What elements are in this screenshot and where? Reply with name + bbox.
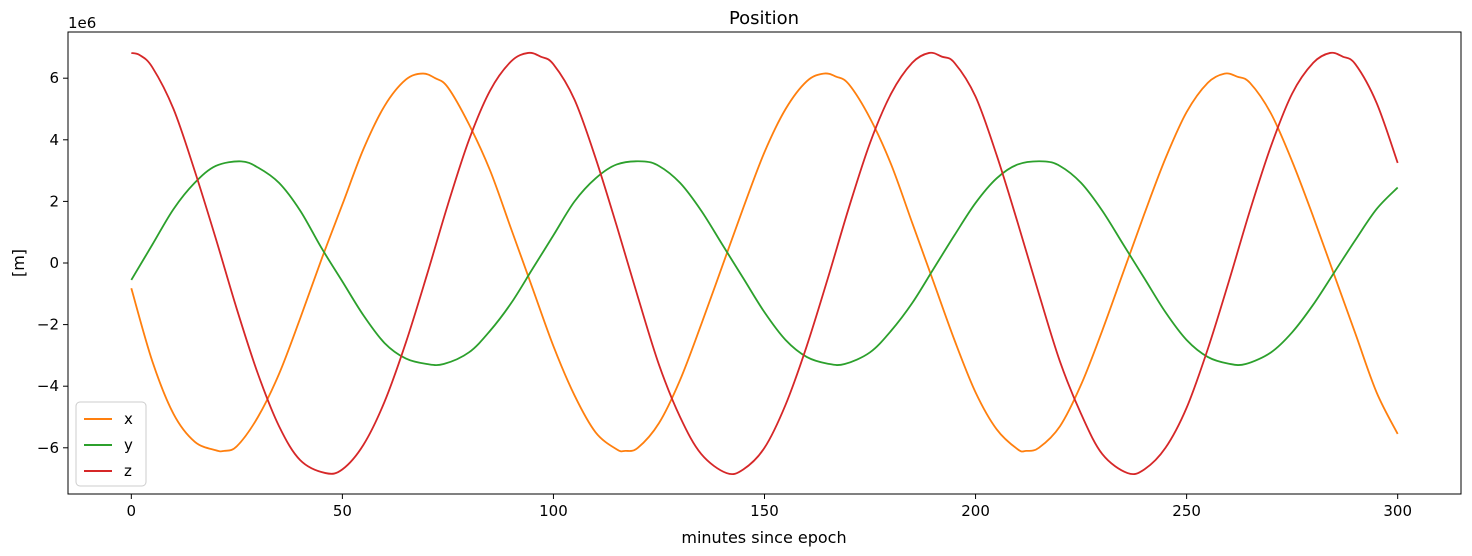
y-offset-label: 1e6: [68, 14, 96, 32]
y-tick-label: 0: [49, 254, 59, 272]
y-tick-label: −2: [37, 316, 59, 334]
plot-lines: [130, 51, 1399, 476]
series-line-y: [130, 160, 1399, 367]
x-tick-label: 200: [961, 502, 990, 520]
y-tick-label: 6: [49, 69, 59, 87]
y-axis-label: [m]: [9, 249, 28, 277]
y-tick-label: −4: [37, 377, 59, 395]
series-line-z: [131, 51, 1399, 476]
x-axis-label: minutes since epoch: [681, 528, 846, 547]
plot-frame: [67, 31, 1462, 495]
legend-label-z: z: [124, 462, 132, 480]
y-tick-label: −6: [37, 439, 59, 457]
x-tick-label: 250: [1172, 502, 1201, 520]
axes-ticks: 0 50 100 150 200 250 300 −6 −4 −2 0 2 4 6: [37, 69, 1412, 520]
series-line-x: [130, 72, 1399, 453]
legend-label-x: x: [124, 410, 133, 428]
x-tick-label: 150: [750, 502, 779, 520]
x-tick-label: 50: [333, 502, 352, 520]
y-tick-label: 4: [49, 131, 59, 149]
x-tick-label: 0: [127, 502, 137, 520]
x-tick-label: 300: [1383, 502, 1412, 520]
y-tick-label: 2: [49, 192, 59, 210]
legend: xyz: [75, 401, 147, 487]
legend-label-y: y: [124, 436, 133, 454]
x-tick-label: 100: [539, 502, 568, 520]
chart-title: Position: [729, 8, 799, 29]
